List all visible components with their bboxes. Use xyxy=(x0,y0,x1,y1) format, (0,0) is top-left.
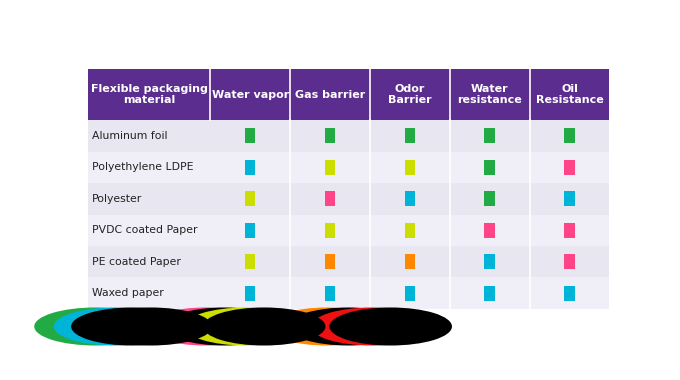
FancyBboxPatch shape xyxy=(210,120,290,152)
FancyBboxPatch shape xyxy=(290,69,370,120)
FancyBboxPatch shape xyxy=(210,246,290,277)
FancyBboxPatch shape xyxy=(564,160,575,175)
FancyBboxPatch shape xyxy=(210,277,290,309)
FancyBboxPatch shape xyxy=(88,120,210,152)
FancyBboxPatch shape xyxy=(530,69,609,120)
FancyBboxPatch shape xyxy=(564,223,575,238)
FancyBboxPatch shape xyxy=(245,128,256,144)
FancyBboxPatch shape xyxy=(210,183,290,215)
FancyBboxPatch shape xyxy=(530,246,609,277)
FancyBboxPatch shape xyxy=(484,160,495,175)
FancyBboxPatch shape xyxy=(290,120,370,152)
Ellipse shape xyxy=(90,307,212,345)
FancyBboxPatch shape xyxy=(484,286,495,301)
FancyBboxPatch shape xyxy=(290,246,370,277)
Ellipse shape xyxy=(184,307,307,345)
FancyBboxPatch shape xyxy=(564,191,575,206)
FancyBboxPatch shape xyxy=(370,152,449,183)
Ellipse shape xyxy=(329,307,452,345)
FancyBboxPatch shape xyxy=(245,286,256,301)
FancyBboxPatch shape xyxy=(325,160,335,175)
FancyBboxPatch shape xyxy=(370,120,449,152)
FancyBboxPatch shape xyxy=(449,215,530,246)
FancyBboxPatch shape xyxy=(564,286,575,301)
FancyBboxPatch shape xyxy=(245,160,256,175)
FancyBboxPatch shape xyxy=(290,215,370,246)
FancyBboxPatch shape xyxy=(564,128,575,144)
FancyBboxPatch shape xyxy=(88,246,210,277)
FancyBboxPatch shape xyxy=(449,183,530,215)
FancyBboxPatch shape xyxy=(484,223,495,238)
Ellipse shape xyxy=(266,307,389,345)
FancyBboxPatch shape xyxy=(484,254,495,269)
FancyBboxPatch shape xyxy=(405,128,415,144)
FancyBboxPatch shape xyxy=(405,191,415,206)
FancyBboxPatch shape xyxy=(88,183,210,215)
Ellipse shape xyxy=(311,307,434,345)
FancyBboxPatch shape xyxy=(564,254,575,269)
FancyBboxPatch shape xyxy=(88,152,210,183)
Ellipse shape xyxy=(203,307,326,345)
Text: PVDC coated Paper: PVDC coated Paper xyxy=(92,225,197,235)
FancyBboxPatch shape xyxy=(245,254,256,269)
FancyBboxPatch shape xyxy=(405,160,415,175)
FancyBboxPatch shape xyxy=(449,69,530,120)
Text: Oil
Resistance: Oil Resistance xyxy=(536,84,603,105)
FancyBboxPatch shape xyxy=(530,183,609,215)
FancyBboxPatch shape xyxy=(370,69,449,120)
Ellipse shape xyxy=(163,307,286,345)
FancyBboxPatch shape xyxy=(210,215,290,246)
FancyBboxPatch shape xyxy=(245,223,256,238)
FancyBboxPatch shape xyxy=(484,128,495,144)
Ellipse shape xyxy=(34,307,157,345)
Text: Polyethylene LDPE: Polyethylene LDPE xyxy=(92,162,193,173)
Text: Waxed paper: Waxed paper xyxy=(92,288,164,298)
FancyBboxPatch shape xyxy=(325,128,335,144)
Text: Gas barrier: Gas barrier xyxy=(295,90,365,100)
Text: Flexible packaging
material: Flexible packaging material xyxy=(90,84,207,105)
FancyBboxPatch shape xyxy=(325,254,335,269)
FancyBboxPatch shape xyxy=(370,277,449,309)
FancyBboxPatch shape xyxy=(290,152,370,183)
FancyBboxPatch shape xyxy=(449,277,530,309)
FancyBboxPatch shape xyxy=(88,215,210,246)
FancyBboxPatch shape xyxy=(449,120,530,152)
Text: Aluminum foil: Aluminum foil xyxy=(92,131,167,141)
Text: PE coated Paper: PE coated Paper xyxy=(92,257,181,267)
FancyBboxPatch shape xyxy=(245,191,256,206)
Text: Odor
Barrier: Odor Barrier xyxy=(388,84,432,105)
Text: Water vapor: Water vapor xyxy=(211,90,289,100)
FancyBboxPatch shape xyxy=(530,120,609,152)
FancyBboxPatch shape xyxy=(88,277,210,309)
FancyBboxPatch shape xyxy=(325,223,335,238)
Text: Polyester: Polyester xyxy=(92,194,142,204)
FancyBboxPatch shape xyxy=(449,152,530,183)
FancyBboxPatch shape xyxy=(370,215,449,246)
FancyBboxPatch shape xyxy=(370,183,449,215)
FancyBboxPatch shape xyxy=(88,69,210,120)
FancyBboxPatch shape xyxy=(290,277,370,309)
FancyBboxPatch shape xyxy=(530,215,609,246)
Ellipse shape xyxy=(71,307,194,345)
FancyBboxPatch shape xyxy=(530,277,609,309)
FancyBboxPatch shape xyxy=(325,191,335,206)
Ellipse shape xyxy=(145,307,267,345)
FancyBboxPatch shape xyxy=(405,254,415,269)
FancyBboxPatch shape xyxy=(325,286,335,301)
FancyBboxPatch shape xyxy=(405,223,415,238)
FancyBboxPatch shape xyxy=(484,191,495,206)
FancyBboxPatch shape xyxy=(210,69,290,120)
FancyBboxPatch shape xyxy=(370,246,449,277)
Ellipse shape xyxy=(54,307,176,345)
FancyBboxPatch shape xyxy=(290,183,370,215)
FancyBboxPatch shape xyxy=(405,286,415,301)
FancyBboxPatch shape xyxy=(530,152,609,183)
Ellipse shape xyxy=(287,307,410,345)
FancyBboxPatch shape xyxy=(449,246,530,277)
FancyBboxPatch shape xyxy=(210,152,290,183)
Text: Water
resistance: Water resistance xyxy=(457,84,522,105)
